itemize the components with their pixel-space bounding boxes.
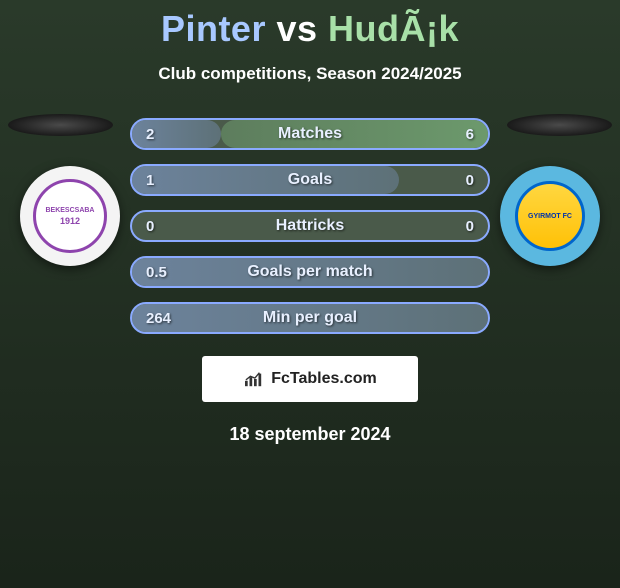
- subtitle: Club competitions, Season 2024/2025: [0, 64, 620, 84]
- stat-row: 264Min per goal: [130, 302, 490, 334]
- brand-box: FcTables.com: [202, 356, 418, 402]
- stat-label: Goals: [132, 171, 488, 189]
- left-shadow-ellipse: [8, 114, 113, 136]
- stat-row: 0Hattricks0: [130, 210, 490, 242]
- stat-value-right: 0: [466, 172, 474, 189]
- badge-right-text: GYIRMOT FC: [528, 213, 572, 220]
- player2-name: HudÃ¡k: [328, 8, 459, 49]
- stat-label: Matches: [132, 125, 488, 143]
- stats-list: 2Matches61Goals00Hattricks00.5Goals per …: [130, 118, 490, 334]
- comparison-title: Pinter vs HudÃ¡k: [0, 8, 620, 50]
- stat-label: Goals per match: [132, 263, 488, 281]
- team-badge-right-inner: GYIRMOT FC: [515, 181, 585, 251]
- stat-row: 1Goals0: [130, 164, 490, 196]
- stat-value-right: 6: [466, 126, 474, 143]
- player1-name: Pinter: [161, 8, 266, 49]
- team-badge-left: BEKESCSABA 1912: [20, 166, 120, 266]
- chart-icon: [243, 370, 265, 388]
- vs-text: vs: [276, 8, 317, 49]
- team-badge-right: GYIRMOT FC: [500, 166, 600, 266]
- stat-row: 0.5Goals per match: [130, 256, 490, 288]
- stat-value-right: 0: [466, 218, 474, 235]
- brand-text: FcTables.com: [271, 370, 377, 388]
- badge-left-text: BEKESCSABA: [45, 207, 94, 214]
- footer-date: 18 september 2024: [0, 424, 620, 445]
- badge-left-year: 1912: [60, 216, 80, 226]
- right-shadow-ellipse: [507, 114, 612, 136]
- stat-label: Min per goal: [132, 309, 488, 327]
- team-badge-left-inner: BEKESCSABA 1912: [33, 179, 107, 253]
- stat-label: Hattricks: [132, 217, 488, 235]
- content-area: BEKESCSABA 1912 GYIRMOT FC 2Matches6 1Goa…: [0, 118, 620, 445]
- stat-row: 2Matches6: [130, 118, 490, 150]
